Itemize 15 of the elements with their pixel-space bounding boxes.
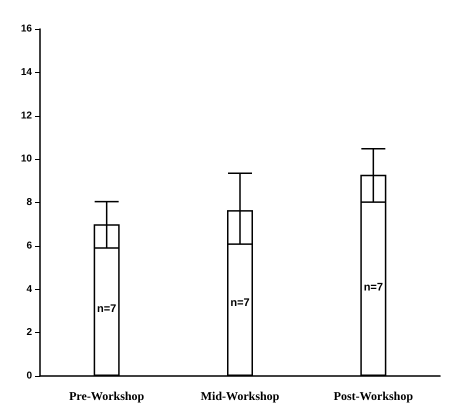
annotation: n=7: [230, 297, 250, 309]
y-tick-label: 8: [26, 197, 32, 208]
y-tick-label: 6: [26, 240, 32, 252]
y-tick-label: 16: [20, 24, 32, 34]
y-tick-label: 10: [20, 154, 32, 165]
y-tick-label: 12: [20, 110, 32, 122]
y-tick-label: 14: [20, 66, 32, 78]
annotation: n=7: [97, 303, 116, 316]
y-tick-label: 0: [26, 370, 32, 382]
y-tick-label: 2: [26, 327, 32, 338]
x-tick-label: Mid-Workshop: [200, 389, 280, 403]
x-tick-label: Pre-Workshop: [69, 389, 145, 403]
x-tick-label: Post-Workshop: [334, 389, 414, 403]
y-tick-label: 4: [26, 284, 32, 295]
annotation: n=7: [364, 281, 383, 294]
